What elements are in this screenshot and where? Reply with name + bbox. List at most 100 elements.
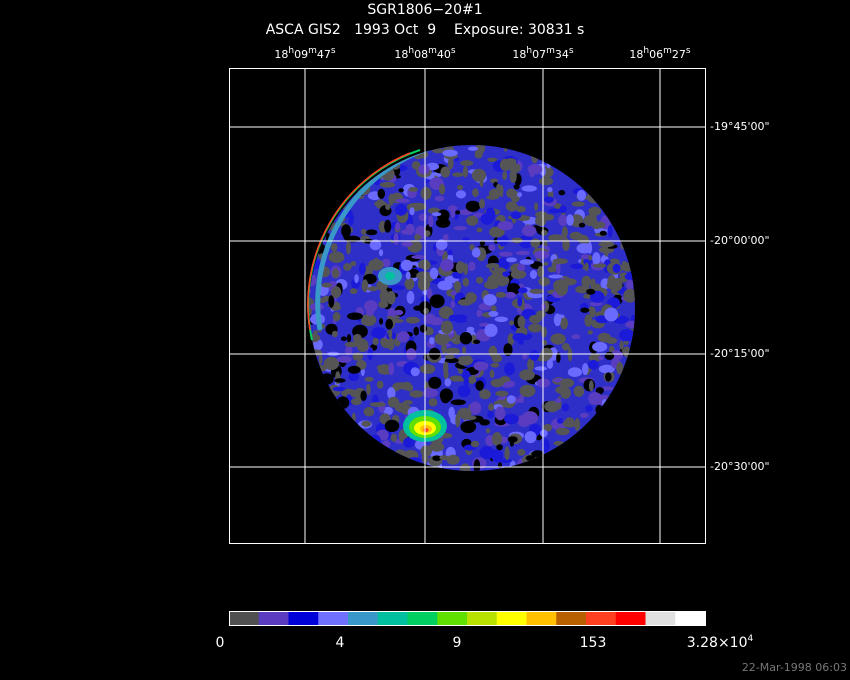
noise-blob (490, 305, 497, 312)
noise-blob (453, 281, 462, 292)
noise-blob (506, 395, 516, 404)
noise-blob (328, 295, 335, 308)
superscript: h (408, 46, 414, 56)
edge-ring (307, 152, 411, 331)
noise-blob (429, 267, 439, 280)
superscript: h (288, 46, 294, 56)
noise-blob (556, 262, 561, 275)
noise-blob (502, 171, 508, 181)
noise-blob (455, 261, 466, 274)
noise-blob (453, 226, 467, 231)
noise-blob (522, 352, 528, 360)
noise-blob (509, 460, 516, 471)
noise-blob (331, 330, 338, 338)
noise-blob (442, 233, 449, 242)
noise-blob (577, 234, 588, 244)
noise-blob (558, 214, 569, 226)
noise-blob (565, 417, 575, 424)
superscript: h (643, 46, 649, 56)
noise-blob (584, 314, 593, 327)
noise-blob (539, 177, 554, 186)
noise-blob (543, 196, 554, 203)
noise-blob (368, 259, 384, 271)
noise-blob (576, 216, 581, 223)
colorbar-swatch (288, 611, 319, 625)
label-part: 09 (294, 48, 308, 61)
noise-blob (498, 251, 513, 257)
noise-blob (584, 262, 589, 272)
noise-blob (555, 427, 570, 436)
noise-blob (444, 354, 456, 360)
noise-blob (371, 327, 386, 339)
noise-blob (367, 286, 378, 292)
noise-blob (547, 187, 553, 193)
noise-blob (573, 385, 585, 397)
noise-blob (437, 209, 450, 222)
noise-blob (401, 241, 413, 247)
noise-blob (580, 307, 590, 313)
noise-blob (527, 358, 535, 372)
noise-blob (503, 343, 513, 356)
superscript: m (308, 46, 317, 56)
noise-blob (504, 446, 510, 461)
noise-blob (531, 149, 539, 164)
noise-blob (592, 221, 606, 229)
noise-blob (479, 240, 486, 246)
noise-blob (524, 431, 537, 444)
noise-blob (343, 263, 352, 271)
superscript: m (428, 46, 437, 56)
noise-blob (385, 203, 391, 210)
noise-blob (376, 380, 384, 389)
noise-blob (390, 285, 406, 291)
label-part: 06 (649, 48, 663, 61)
noise-blob (543, 261, 549, 266)
noise-blob (515, 205, 526, 213)
noise-blob (571, 334, 581, 340)
noise-blob (605, 372, 612, 382)
noise-blob (402, 260, 413, 269)
noise-blob (578, 222, 586, 228)
noise-blob (442, 149, 458, 157)
noise-blob (405, 271, 411, 280)
noise-blob (341, 224, 351, 238)
noise-blob (396, 331, 410, 343)
noise-blob (588, 254, 593, 261)
noise-blob (418, 213, 428, 222)
timestamp: 22-Mar-1998 06:03 (742, 661, 847, 674)
noise-blob (592, 341, 608, 352)
label: 9 (453, 635, 462, 651)
dec-labels: -19°45'00" -20°00'00" -20°15'00" -20°30'00" (710, 120, 770, 473)
colorbar-swatch (229, 611, 260, 625)
noise-blob (360, 228, 367, 235)
noise-blob (437, 280, 453, 291)
noise-blob (426, 288, 433, 300)
noise-blob (548, 274, 564, 279)
noise-blob (595, 404, 603, 415)
noise-blob (379, 318, 384, 325)
noise-blob (460, 160, 474, 167)
dec-label: -19°45'00" (710, 120, 770, 133)
noise-blob (535, 215, 547, 227)
noise-blob (364, 300, 378, 312)
noise-blob (461, 346, 467, 355)
label: 4 (336, 635, 345, 651)
noise-blob (542, 438, 550, 453)
label-part: 27 (672, 48, 686, 61)
noise-blob (466, 215, 479, 226)
noise-blob (511, 237, 523, 244)
noise-blob (461, 370, 471, 380)
noise-blob (571, 201, 585, 207)
noise-blob (509, 169, 517, 183)
noise-blob (504, 413, 519, 425)
noise-blob (379, 181, 396, 188)
noise-blob (519, 259, 535, 265)
noise-blob (570, 263, 584, 269)
noise-blob (363, 406, 375, 417)
noise-blob (388, 329, 393, 339)
noise-blob (588, 206, 602, 216)
noise-blob (504, 362, 515, 376)
noise-blob (561, 403, 570, 412)
label-part: 47 (317, 48, 331, 61)
noise-blob (544, 400, 560, 413)
noise-blob (589, 301, 603, 307)
